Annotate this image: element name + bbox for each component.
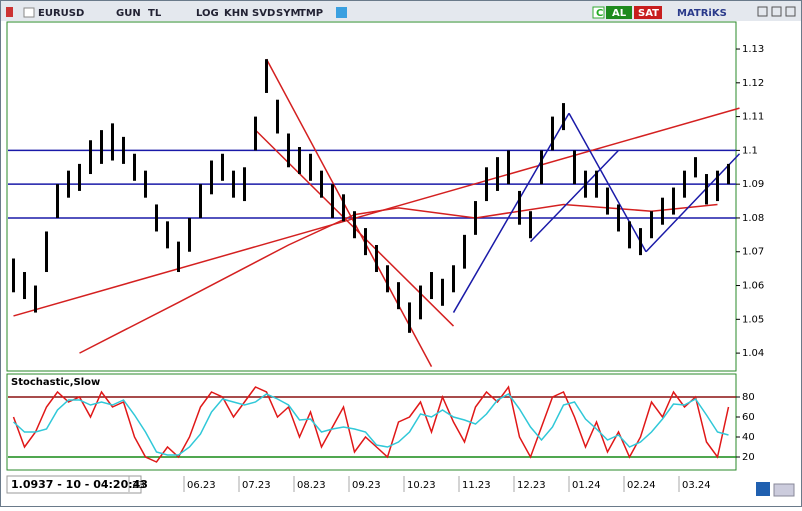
x-tick-label: 09.23 (352, 480, 381, 491)
toolbar-button[interactable]: SVD (252, 8, 275, 19)
stochastic-line (12, 393, 729, 456)
toolbar-button[interactable]: KHN (224, 8, 249, 19)
trend-line (13, 107, 740, 317)
price-panel (6, 21, 737, 372)
y-tick-label: 1.05 (742, 314, 764, 325)
close[interactable] (785, 6, 796, 17)
toolbar-button[interactable]: TMP (299, 8, 323, 19)
x-tick-label: 08.23 (297, 480, 326, 491)
buy-box[interactable] (606, 6, 632, 19)
y-tick-label: 1.1 (742, 145, 758, 156)
scroll-button[interactable] (773, 483, 795, 497)
stoch-panel (6, 373, 737, 471)
y-tick-label: 20 (742, 452, 755, 463)
trend-line (529, 149, 620, 243)
status-box (6, 475, 142, 494)
sell-box[interactable] (634, 6, 662, 19)
toolbar-button[interactable]: LOG (196, 8, 219, 19)
x-tick-label: 11.23 (462, 480, 491, 491)
flag-icon (23, 7, 35, 18)
trend-line (568, 112, 647, 253)
status-text: 1.0937 - 10 - 04:20:43 (11, 478, 148, 491)
sell-button[interactable]: SAT (638, 8, 659, 19)
x-tick-label: 23 (132, 480, 145, 491)
brand: MATRiKS (677, 8, 727, 19)
y-tick-label: 1.08 (742, 213, 764, 224)
y-tick-label: 1.13 (742, 44, 764, 55)
y-tick-label: 80 (742, 392, 755, 403)
x-tick-label: 10.23 (407, 480, 436, 491)
x-tick-label: 01.24 (572, 480, 601, 491)
y-tick-label: 60 (742, 412, 755, 423)
y-tick-label: 1.12 (742, 78, 764, 89)
x-tick-label: 07.23 (242, 480, 271, 491)
y-tick-label: 1.11 (742, 112, 764, 123)
toolbar-icon (6, 7, 13, 17)
trend-line (452, 112, 570, 313)
symbol[interactable]: EURUSD (38, 8, 84, 19)
mode-button[interactable]: C (596, 8, 603, 19)
y-tick-label: 1.07 (742, 247, 764, 258)
toolbar-button[interactable]: GUN (116, 8, 141, 19)
x-tick-label: 06.23 (187, 480, 216, 491)
mode-box[interactable] (592, 6, 605, 19)
y-tick-label: 1.04 (742, 348, 764, 359)
toolbar-button[interactable]: SYM (276, 8, 300, 19)
buy-button[interactable]: AL (612, 8, 627, 19)
y-tick-label: 1.06 (742, 281, 764, 292)
stochastic-line (12, 385, 730, 463)
x-tick-label: 03.24 (682, 480, 711, 491)
maximize[interactable] (771, 6, 782, 17)
panel-title: Stochastic,Slow (11, 377, 100, 388)
twitter-icon[interactable] (336, 7, 347, 18)
trend-line (645, 153, 741, 253)
trend-line (265, 58, 433, 367)
refresh-icon[interactable] (756, 482, 770, 496)
x-tick-label: 12.23 (517, 480, 546, 491)
toolbar-button[interactable]: TL (148, 8, 162, 19)
y-tick-label: 1.09 (742, 179, 764, 190)
y-tick-label: 40 (742, 432, 755, 443)
x-tick-label: 02.24 (627, 480, 656, 491)
minimize[interactable] (757, 6, 768, 17)
